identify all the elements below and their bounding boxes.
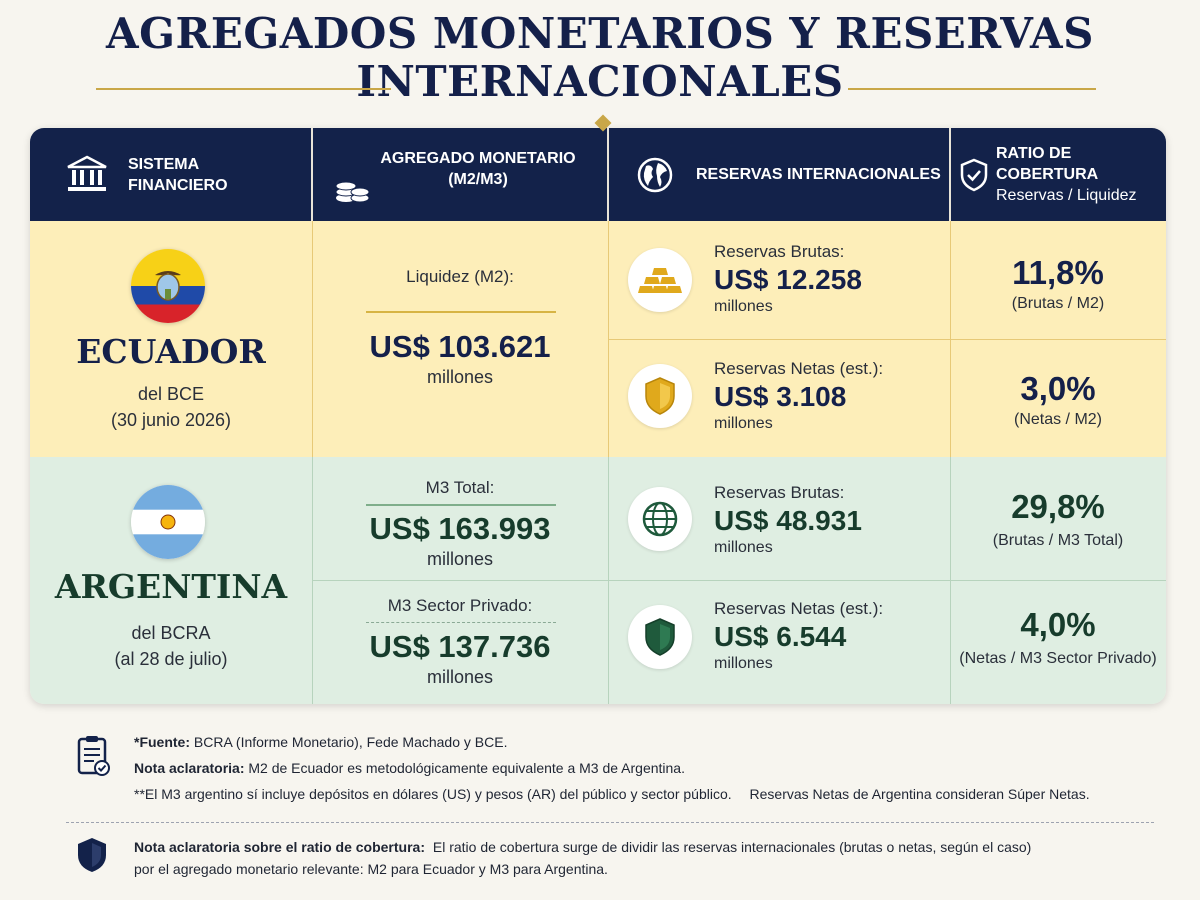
ratio-note-text-2: por el agregado monetario relevante: M2 …	[134, 861, 608, 877]
argentina-m3-private-label: M3 Sector Privado:	[387, 596, 533, 615]
argentina-m3-private-value: US$ 137.736	[369, 629, 551, 664]
ecuador-row: ECUADOR del BCE (30 junio 2026) Liquidez…	[30, 221, 1166, 457]
argentina-m3-total-unit: millones	[426, 549, 494, 569]
argentina-name: ARGENTINA	[54, 567, 288, 606]
column-divider	[312, 221, 313, 457]
argentina-net-reserves: Reservas Netas (est.): US$ 6.544 millone…	[714, 598, 883, 674]
argentina-ratio-net-value: 4,0%	[1020, 606, 1096, 643]
comparison-table: SISTEMA FINANCIERO AGREGADO MONETARIO (M…	[30, 128, 1166, 704]
argentina-gross-label: Reservas Brutas:	[714, 483, 845, 502]
argentina-date: (al 28 de julio)	[114, 649, 228, 669]
header-col2-line2: (M2/M3)	[448, 171, 508, 188]
bank-icon	[67, 155, 107, 191]
header-col-financial-system: SISTEMA FINANCIERO	[66, 128, 306, 221]
header-col3-line1: RESERVAS INTERNACIONALES	[696, 166, 941, 183]
argentina-m3-private-unit: millones	[426, 667, 494, 687]
argentina-net-unit: millones	[714, 655, 773, 672]
ecuador-ratio-net-label: (Netas / M2)	[1013, 411, 1102, 428]
header-col2-line1: AGREGADO MONETARIO	[380, 150, 576, 167]
m3-note-text: **El M3 argentino sí incluye depósitos e…	[134, 786, 732, 802]
title-line-2: INTERNACIONALES	[356, 57, 844, 106]
ratio-note-text-1: El ratio de cobertura surge de dividir l…	[432, 839, 1032, 855]
title-rule-left	[96, 88, 391, 90]
ecuador-flag	[131, 249, 205, 323]
header-divider	[607, 128, 609, 221]
argentina-net-label: Reservas Netas (est.):	[714, 599, 884, 618]
ecuador-ratio-gross-label: (Brutas / M2)	[1011, 295, 1105, 312]
m3-note: **El M3 argentino sí incluye depósitos e…	[134, 784, 1090, 804]
argentina-ratio-gross-label: (Brutas / M3 Total)	[992, 532, 1124, 549]
m3-total-separator	[366, 504, 556, 506]
gold-bars-icon	[628, 248, 692, 312]
clarifying-note: Nota aclaratoria: M2 de Ecuador es metod…	[134, 758, 685, 778]
ecuador-gross-value: US$ 12.258	[714, 264, 862, 295]
ecuador-gross-unit: millones	[714, 298, 773, 315]
argentina-net-value: US$ 6.544	[714, 621, 847, 652]
aggregate-separator	[366, 311, 556, 313]
ecuador-date: (30 junio 2026)	[110, 410, 232, 430]
ecuador-gross-label: Reservas Brutas:	[714, 242, 845, 261]
globe-icon	[628, 487, 692, 551]
ecuador-net-value: US$ 3.108	[714, 381, 847, 412]
title-line-1: AGREGADOS MONETARIOS Y RESERVAS	[106, 9, 1094, 58]
ecuador-ratio-net-value: 3,0%	[1020, 370, 1096, 407]
header-col4-line1: RATIO DE COBERTURA	[996, 145, 1099, 183]
clipboard-icon	[77, 736, 110, 776]
argentina-ratio-net-label: (Netas / M3 Sector Privado)	[959, 650, 1157, 667]
argentina-source: del BCRA	[131, 623, 211, 643]
header-col1-line1: SISTEMA	[128, 155, 200, 173]
page-title: AGREGADOS MONETARIOS Y RESERVAS INTERNAC…	[0, 10, 1200, 106]
globe-icon	[637, 157, 673, 192]
net-reserves-note: Reservas Netas de Argentina consideran S…	[749, 786, 1090, 802]
shield-check-icon	[960, 158, 988, 191]
m3-private-separator	[366, 622, 556, 623]
shield-icon	[628, 364, 692, 428]
header-col1-line2: FINANCIERO	[128, 176, 228, 194]
ecuador-net-unit: millones	[714, 415, 773, 432]
argentina-gross-value: US$ 48.931	[714, 505, 862, 536]
shield-icon	[78, 838, 106, 872]
row-divider	[312, 580, 608, 581]
ecuador-source: del BCE	[137, 384, 205, 404]
ecuador-aggregate-unit: millones	[426, 367, 494, 387]
argentina-row: ARGENTINA del BCRA (al 28 de julio) M3 T…	[30, 457, 1166, 704]
table-header: SISTEMA FINANCIERO AGREGADO MONETARIO (M…	[30, 128, 1166, 221]
header-divider	[311, 128, 313, 221]
ratio-note-continued: por el agregado monetario relevante: M2 …	[134, 859, 608, 879]
ecuador-aggregate-label: Liquidez (M2):	[406, 267, 514, 286]
ecuador-net-reserves: Reservas Netas (est.): US$ 3.108 millone…	[714, 358, 883, 434]
argentina-gross-unit: millones	[714, 539, 773, 556]
argentina-ratio-gross-value: 29,8%	[1011, 488, 1105, 525]
header-col-coverage-ratio: RATIO DE COBERTURA Reservas / Liquidez	[960, 128, 1166, 221]
ecuador-ratio-gross-value: 11,8%	[1012, 254, 1104, 291]
header-divider	[949, 128, 951, 221]
notes-separator	[66, 822, 1154, 823]
ratio-note-label: Nota aclaratoria sobre el ratio de cober…	[134, 839, 425, 855]
source-note-label: *Fuente:	[134, 734, 190, 750]
source-note: *Fuente: BCRA (Informe Monetario), Fede …	[134, 732, 507, 752]
clarifying-note-label: Nota aclaratoria:	[134, 760, 245, 776]
ecuador-aggregate-value: US$ 103.621	[369, 329, 551, 364]
source-note-text: BCRA (Informe Monetario), Fede Machado y…	[193, 734, 508, 750]
header-col-reserves: RESERVAS INTERNACIONALES	[636, 128, 946, 221]
argentina-flag	[131, 485, 205, 559]
argentina-gross-reserves: Reservas Brutas: US$ 48.931 millones	[714, 482, 862, 558]
argentina-m3-total-label: M3 Total:	[425, 478, 495, 497]
row-divider	[608, 580, 1166, 581]
ecuador-gross-reserves: Reservas Brutas: US$ 12.258 millones	[714, 241, 862, 317]
clarifying-note-text: M2 de Ecuador es metodológicamente equiv…	[248, 760, 685, 776]
argentina-m3-total-value: US$ 163.993	[369, 511, 551, 546]
coins-icon	[335, 181, 370, 203]
ecuador-net-label: Reservas Netas (est.):	[714, 359, 884, 378]
title-rule-right	[848, 88, 1096, 90]
ratio-note: Nota aclaratoria sobre el ratio de cober…	[134, 837, 1031, 857]
header-col-monetary-aggregate: AGREGADO MONETARIO (M2/M3)	[330, 128, 606, 221]
row-divider	[608, 339, 1166, 340]
header-col4-line2: Reservas / Liquidez	[996, 187, 1137, 204]
ecuador-name: ECUADOR	[76, 332, 266, 371]
shield-icon	[628, 605, 692, 669]
